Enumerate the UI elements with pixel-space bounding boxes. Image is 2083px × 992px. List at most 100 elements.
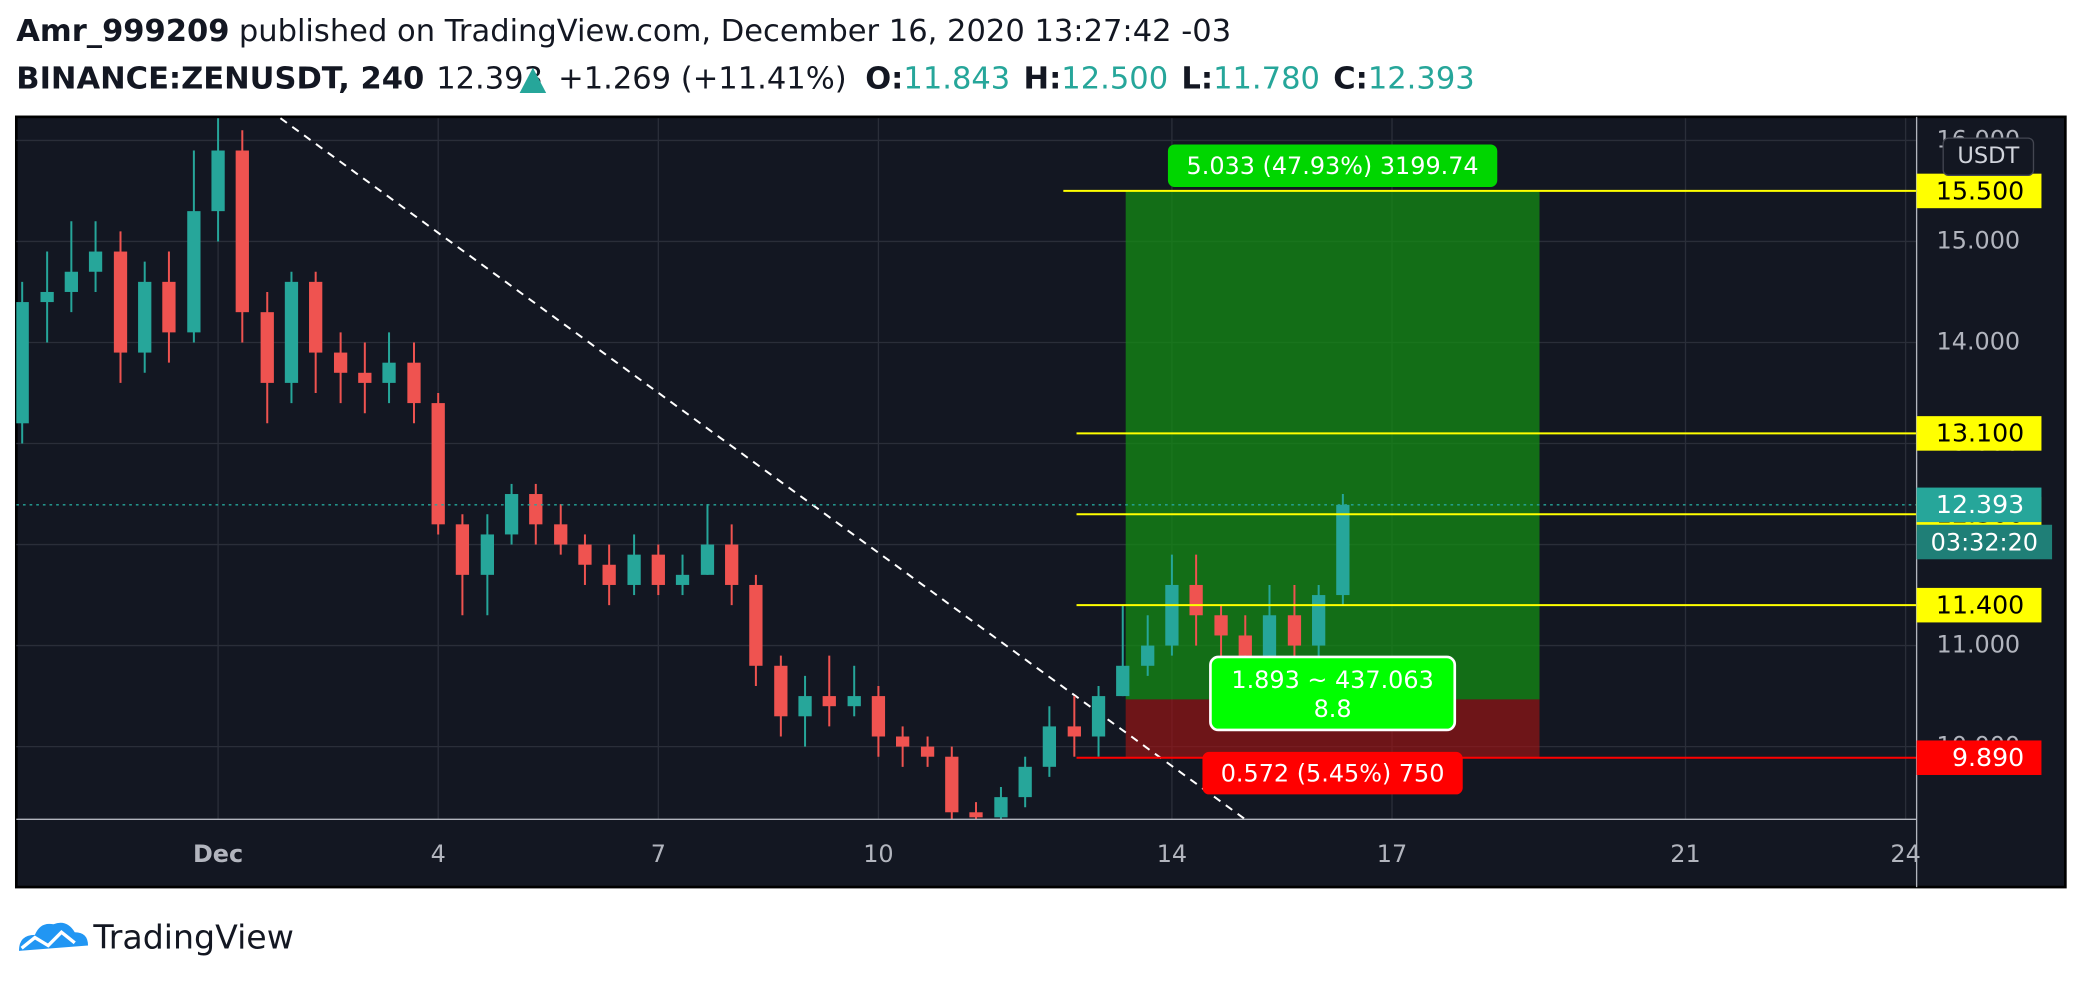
- candle-body: [1067, 726, 1081, 737]
- candle-body: [627, 554, 641, 585]
- candle-body: [969, 812, 983, 818]
- candle-body: [920, 746, 935, 757]
- candle-body: [309, 281, 323, 353]
- candle-body: [554, 524, 568, 545]
- l-label: L:: [1181, 61, 1213, 96]
- candle-body: [504, 494, 519, 535]
- y-tick-label: 11.000: [1937, 631, 2021, 659]
- candle-body: [1336, 504, 1350, 596]
- candle-body: [700, 544, 715, 575]
- candle-body: [480, 534, 494, 575]
- candle-body: [994, 797, 1008, 818]
- candle-body: [1238, 635, 1252, 656]
- x-tick-label: 14: [1157, 840, 1187, 868]
- x-tick-label: 7: [651, 840, 666, 868]
- o-value: 11.843: [903, 61, 1010, 96]
- stop-label-box: [1202, 751, 1463, 795]
- candle-body: [1214, 615, 1228, 636]
- mid-label: 1.893 ~ 437.063: [1231, 666, 1433, 694]
- mid-label-box: [1209, 655, 1457, 732]
- candle-body: [211, 150, 225, 212]
- l-value: 11.780: [1213, 61, 1320, 96]
- chart-bg: [14, 115, 2067, 889]
- currency-box: [1942, 137, 2035, 176]
- candle-body: [798, 696, 812, 717]
- candle-body: [1018, 766, 1032, 798]
- candle-body: [382, 362, 396, 383]
- candle-body: [602, 564, 616, 585]
- candle-body: [651, 554, 665, 585]
- o-label: O:: [865, 61, 903, 96]
- candle-body: [774, 665, 788, 717]
- target-zone: [1125, 190, 1540, 700]
- overlay: Dec47101417212410.00011.00012.00013.0001…: [193, 125, 2053, 868]
- x-tick-label: Dec: [193, 840, 243, 868]
- candle-body: [113, 251, 128, 353]
- candle-body: [1189, 584, 1203, 616]
- candle-body: [1312, 595, 1326, 646]
- y-tick-label: 15.000: [1937, 226, 2021, 254]
- x-tick-label: 4: [431, 840, 446, 868]
- ohlc-line: +1.269 (+11.41%) O:11.843 H:12.500 L:11.780…: [558, 61, 1475, 96]
- candle-body: [1091, 696, 1106, 737]
- x-tick-label: 10: [863, 840, 893, 868]
- candle-body: [529, 494, 543, 525]
- target-label: 5.033 (47.93%) 3199.74: [1187, 152, 1479, 180]
- currency: USDT: [1957, 143, 2019, 169]
- candle-body: [749, 584, 763, 666]
- candle-body: [235, 150, 249, 313]
- candle-body: [725, 544, 739, 585]
- candle-body: [1042, 726, 1057, 767]
- candle-body: [260, 312, 274, 383]
- candle-body: [358, 372, 372, 383]
- level-label: 11.400: [1936, 590, 2024, 619]
- candle-body: [162, 281, 176, 333]
- brand: TradingView: [92, 917, 294, 956]
- candle-body: [1165, 584, 1179, 646]
- candle-body: [187, 211, 201, 333]
- level-badge: [1916, 416, 2042, 451]
- candle-body: [138, 281, 152, 353]
- symbol-line: BINANCE:ZENUSDT, 240 12.393: [16, 61, 543, 96]
- mid-label: 8.8: [1314, 695, 1352, 723]
- candle-body: [407, 362, 421, 404]
- candle-body: [431, 403, 445, 525]
- last-price-badge: [1916, 487, 2042, 523]
- level-label: 13.100: [1936, 419, 2024, 448]
- level-badge: [1916, 587, 2042, 623]
- candle-body: [847, 696, 861, 707]
- candle-body: [16, 302, 29, 424]
- candle-body: [1262, 615, 1277, 656]
- candle-body: [88, 251, 103, 272]
- candle-body: [945, 756, 959, 813]
- plot: [16, 117, 1917, 820]
- candle-body: [1287, 615, 1302, 646]
- target-label-box: [1167, 144, 1498, 187]
- logo: [18, 922, 89, 951]
- change: +1.269 (+11.41%): [558, 61, 847, 96]
- up-arrow: [519, 67, 547, 93]
- h-value: 12.500: [1061, 61, 1168, 96]
- candle-body: [871, 696, 886, 737]
- candle-body: [675, 574, 690, 585]
- x-tick-label: 17: [1377, 840, 1407, 868]
- candle-body: [333, 352, 348, 373]
- candle-body: [895, 736, 910, 747]
- candle-body: [1141, 645, 1155, 666]
- candle-body: [578, 544, 592, 565]
- countdown: 03:32:20: [1931, 528, 2038, 556]
- published: published on TradingView.com, December 1…: [239, 13, 1231, 48]
- candle-body: [1116, 665, 1130, 697]
- candle-body: [284, 281, 299, 383]
- author: Amr_999209: [16, 13, 229, 48]
- y-tick-label: 14.000: [1937, 327, 2021, 355]
- level-label: 9.890: [1952, 743, 2024, 772]
- countdown-badge: [1916, 524, 2053, 560]
- stop-label: 0.572 (5.45%) 750: [1221, 759, 1445, 787]
- x-tick-label: 21: [1670, 840, 1700, 868]
- level-badge: [1916, 740, 2042, 775]
- c-value: 12.393: [1368, 61, 1475, 96]
- last-price-label: 12.393: [1936, 490, 2024, 519]
